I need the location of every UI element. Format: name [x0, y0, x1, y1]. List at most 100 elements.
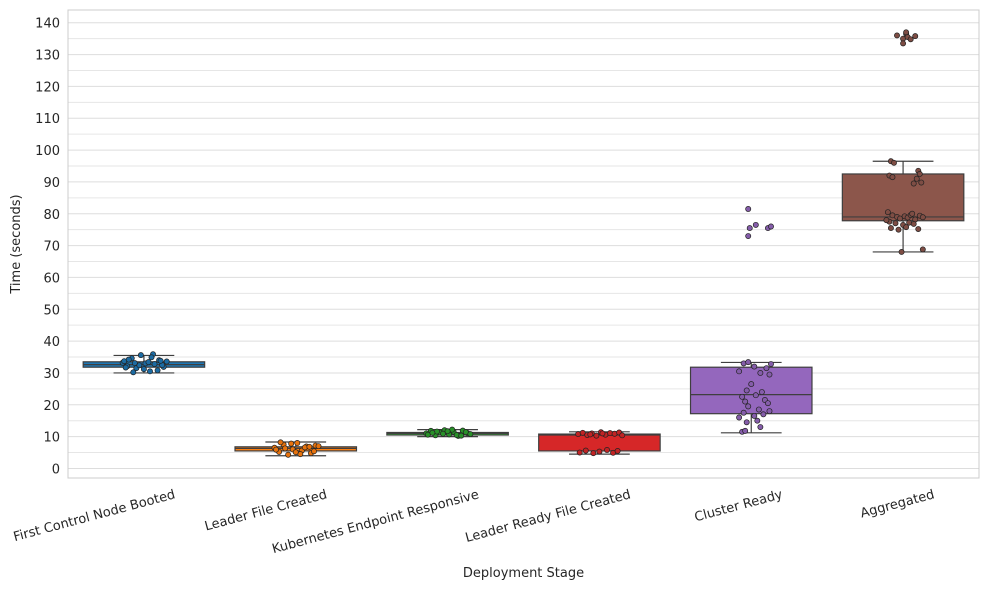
box-6	[841, 160, 965, 253]
data-point	[145, 359, 152, 366]
x-tick-label: Leader File Created	[203, 487, 329, 534]
data-point	[758, 389, 765, 395]
data-point	[748, 381, 755, 388]
data-point	[754, 417, 761, 424]
box-5	[689, 361, 813, 434]
data-point	[122, 364, 129, 371]
data-point	[619, 432, 626, 439]
data-point	[766, 371, 773, 378]
data-point	[154, 367, 161, 374]
data-point	[765, 400, 771, 407]
data-point	[752, 392, 759, 399]
data-point	[163, 358, 170, 365]
box-layer	[82, 160, 965, 457]
data-point	[883, 217, 890, 224]
data-point	[742, 427, 749, 434]
plot-frame	[67, 9, 980, 479]
data-point	[311, 448, 317, 455]
data-point	[768, 361, 774, 367]
data-point	[136, 362, 143, 369]
data-point	[137, 352, 144, 359]
y-tick-label: 120	[35, 80, 60, 95]
data-point	[903, 224, 910, 231]
data-point	[130, 369, 137, 376]
y-tick-label: 10	[43, 431, 60, 446]
data-point	[739, 393, 746, 400]
data-point	[912, 33, 919, 40]
data-point	[763, 365, 770, 372]
grid-lines	[68, 22, 979, 469]
data-point	[884, 209, 891, 216]
data-point	[745, 206, 752, 212]
y-tick-label: 20	[43, 399, 60, 414]
data-point	[745, 359, 752, 366]
data-point	[745, 233, 752, 239]
data-point	[743, 419, 750, 426]
data-point	[907, 36, 914, 43]
data-point	[913, 175, 920, 182]
y-tick-label: 40	[43, 335, 60, 350]
data-point	[751, 363, 758, 370]
data-point	[590, 450, 597, 457]
x-axis-ticks: First Control Node Booted Leader File Cre…	[12, 487, 936, 557]
data-point	[599, 430, 606, 437]
y-tick-label: 130	[35, 49, 60, 64]
data-point	[288, 440, 295, 447]
data-point	[614, 447, 621, 454]
data-point	[916, 171, 923, 177]
data-point	[910, 220, 917, 227]
data-point	[887, 225, 894, 232]
data-point	[892, 220, 899, 227]
data-point	[282, 445, 289, 452]
data-point	[742, 398, 749, 405]
y-tick-label: 60	[43, 271, 60, 286]
data-point	[910, 180, 917, 187]
data-point	[440, 430, 446, 437]
data-point	[760, 411, 767, 418]
data-point	[752, 221, 759, 228]
data-point	[277, 439, 284, 446]
data-point	[918, 179, 925, 186]
data-point	[444, 428, 451, 435]
strip-points	[119, 29, 926, 458]
data-point	[919, 214, 926, 221]
data-point	[766, 408, 773, 415]
data-point	[755, 406, 762, 413]
data-point	[467, 431, 474, 438]
data-point	[125, 356, 132, 363]
data-point	[909, 210, 916, 217]
data-point	[593, 432, 600, 439]
y-tick-label: 30	[43, 367, 60, 382]
data-point	[889, 174, 896, 181]
data-point	[736, 414, 743, 421]
y-tick-label: 80	[43, 208, 60, 223]
data-point	[894, 32, 900, 39]
box-body	[538, 433, 661, 452]
data-point	[604, 447, 610, 453]
data-point	[757, 424, 764, 431]
x-tick-label: First Control Node Booted	[12, 487, 177, 545]
data-point	[891, 159, 897, 166]
data-point	[919, 246, 926, 253]
data-point	[900, 40, 907, 47]
data-point	[740, 409, 747, 416]
data-point	[306, 443, 313, 450]
y-tick-label: 110	[35, 112, 60, 127]
data-point	[148, 354, 155, 361]
data-point	[898, 249, 905, 255]
data-point	[596, 448, 603, 455]
box-body	[689, 366, 813, 415]
y-axis-ticks: 0 10 20 30 40 50 60 70 80 90 100 110 120 130 140	[35, 17, 60, 478]
data-point	[147, 368, 153, 375]
data-point	[292, 449, 299, 456]
data-point	[768, 223, 774, 230]
data-point	[587, 431, 594, 438]
data-point	[131, 360, 138, 367]
data-point	[151, 361, 158, 367]
data-point	[582, 447, 589, 454]
data-point	[273, 446, 279, 453]
y-tick-label: 90	[43, 176, 60, 191]
y-tick-label: 0	[52, 462, 60, 477]
data-point	[140, 366, 147, 373]
